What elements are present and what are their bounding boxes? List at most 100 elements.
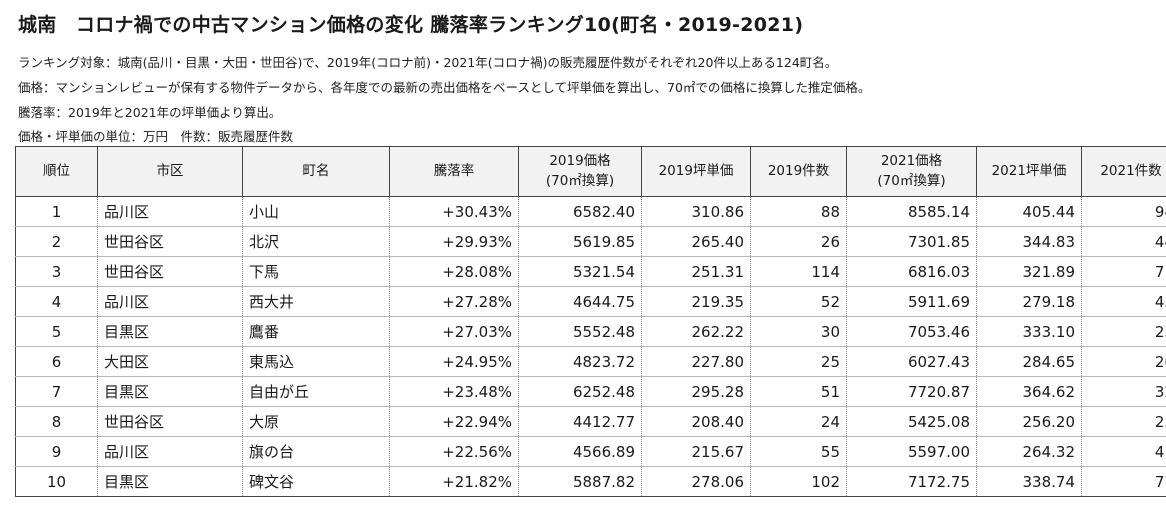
cell-rank: 3 [15, 256, 98, 287]
cell-count-2019: 25 [750, 346, 847, 377]
cell-count-2019: 51 [750, 376, 847, 407]
cell-price-2021: 6816.03 [846, 256, 977, 287]
cell-ward: 目黒区 [97, 466, 243, 497]
cell-count-2021: 71 [1081, 256, 1166, 287]
header-rank: 順位 [15, 146, 98, 197]
cell-change-rate: +22.56% [389, 436, 519, 467]
cell-rank: 7 [15, 376, 98, 407]
note-units: 価格・坪単価の単位：万円 件数：販売履歴件数 [18, 129, 294, 144]
cell-price-2019: 5887.82 [518, 466, 642, 497]
cell-price-2021: 7301.85 [846, 226, 977, 257]
header-count-2019-label: 2019件数 [767, 162, 830, 179]
ranking-table: 順位 市区 町名 騰落率 2019価格 (70㎡換算) 2019坪単価 2019件数 2021価… [15, 146, 1166, 497]
cell-tsubo-price-2019: 251.31 [641, 256, 751, 287]
cell-count-2021: 20 [1081, 346, 1166, 377]
cell-tsubo-price-2021: 405.44 [976, 196, 1082, 227]
cell-rank: 8 [15, 406, 98, 437]
cell-ward: 目黒区 [97, 316, 243, 347]
header-tsubo-price-2019: 2019坪単価 [641, 146, 751, 197]
cell-rank: 5 [15, 316, 98, 347]
cell-tsubo-price-2021: 338.74 [976, 466, 1082, 497]
cell-tsubo-price-2019: 227.80 [641, 346, 751, 377]
cell-change-rate: +27.28% [389, 286, 519, 317]
cell-rank: 2 [15, 226, 98, 257]
header-price-2019: 2019価格 (70㎡換算) [518, 146, 642, 197]
cell-town: 旗の台 [242, 436, 390, 467]
cell-ward: 世田谷区 [97, 256, 243, 287]
cell-count-2021: 94 [1081, 196, 1166, 227]
cell-count-2021: 25 [1081, 316, 1166, 347]
cell-tsubo-price-2019: 219.35 [641, 286, 751, 317]
cell-town: 碑文谷 [242, 466, 390, 497]
cell-price-2021: 6027.43 [846, 346, 977, 377]
cell-count-2021: 77 [1081, 466, 1166, 497]
cell-town: 大原 [242, 406, 390, 437]
cell-change-rate: +28.08% [389, 256, 519, 287]
cell-tsubo-price-2019: 215.67 [641, 436, 751, 467]
cell-tsubo-price-2021: 264.32 [976, 436, 1082, 467]
cell-ward: 世田谷区 [97, 406, 243, 437]
cell-price-2019: 4412.77 [518, 406, 642, 437]
header-ward-label: 市区 [156, 162, 184, 179]
cell-count-2021: 43 [1081, 286, 1166, 317]
header-count-2021: 2021件数 [1081, 146, 1166, 197]
cell-ward: 品川区 [97, 286, 243, 317]
cell-count-2019: 24 [750, 406, 847, 437]
cell-town: 東馬込 [242, 346, 390, 377]
cell-change-rate: +22.94% [389, 406, 519, 437]
cell-price-2019: 6252.48 [518, 376, 642, 407]
cell-change-rate: +27.03% [389, 316, 519, 347]
note-price-definition: 価格：マンションレビューが保有する物件データから、各年度での最新の売出価格をベー… [18, 80, 871, 95]
table-row: 2 世田谷区 北沢 +29.93% 5619.85 265.40 26 7301.85 344.… [15, 226, 1166, 257]
header-price-2021: 2021価格 (70㎡換算) [846, 146, 977, 197]
cell-tsubo-price-2019: 262.22 [641, 316, 751, 347]
cell-price-2021: 5911.69 [846, 286, 977, 317]
header-tsubo-price-2021-label: 2021坪単価 [991, 162, 1067, 179]
cell-price-2019: 5321.54 [518, 256, 642, 287]
cell-town: 下馬 [242, 256, 390, 287]
header-town-label: 町名 [302, 162, 330, 179]
cell-count-2019: 88 [750, 196, 847, 227]
table-header-row: 順位 市区 町名 騰落率 2019価格 (70㎡換算) 2019坪単価 2019件数 2021価… [15, 146, 1166, 197]
header-count-2019: 2019件数 [750, 146, 847, 197]
cell-change-rate: +24.95% [389, 346, 519, 377]
cell-town: 北沢 [242, 226, 390, 257]
cell-change-rate: +30.43% [389, 196, 519, 227]
table-row: 1 品川区 小山 +30.43% 6582.40 310.86 88 8585.14 405.4… [15, 196, 1166, 227]
cell-price-2019: 5552.48 [518, 316, 642, 347]
cell-ward: 目黒区 [97, 376, 243, 407]
cell-change-rate: +29.93% [389, 226, 519, 257]
cell-ward: 大田区 [97, 346, 243, 377]
cell-tsubo-price-2019: 208.40 [641, 406, 751, 437]
cell-rank: 1 [15, 196, 98, 227]
cell-tsubo-price-2021: 364.62 [976, 376, 1082, 407]
header-tsubo-price-2021: 2021坪単価 [976, 146, 1082, 197]
note-change-rate-definition: 騰落率：2019年と2021年の坪単価より算出。 [18, 105, 282, 120]
cell-town: 鷹番 [242, 316, 390, 347]
header-change-rate-label: 騰落率 [433, 162, 475, 179]
cell-tsubo-price-2019: 265.40 [641, 226, 751, 257]
cell-town: 小山 [242, 196, 390, 227]
header-ward: 市区 [97, 146, 243, 197]
cell-price-2019: 4823.72 [518, 346, 642, 377]
cell-town: 自由が丘 [242, 376, 390, 407]
table-row: 10 目黒区 碑文谷 +21.82% 5887.82 278.06 102 7172.75 33… [15, 466, 1166, 497]
table-row: 6 大田区 東馬込 +24.95% 4823.72 227.80 25 6027.43 284.… [15, 346, 1166, 377]
header-price-2021-label: 2021価格 [880, 152, 943, 169]
cell-count-2019: 102 [750, 466, 847, 497]
cell-tsubo-price-2021: 284.65 [976, 346, 1082, 377]
cell-count-2019: 26 [750, 226, 847, 257]
table-row: 3 世田谷区 下馬 +28.08% 5321.54 251.31 114 6816.03 321… [15, 256, 1166, 287]
cell-ward: 品川区 [97, 196, 243, 227]
header-change-rate: 騰落率 [389, 146, 519, 197]
cell-tsubo-price-2021: 344.83 [976, 226, 1082, 257]
cell-tsubo-price-2019: 295.28 [641, 376, 751, 407]
cell-tsubo-price-2021: 333.10 [976, 316, 1082, 347]
table-row: 9 品川区 旗の台 +22.56% 4566.89 215.67 55 5597.00 264.… [15, 436, 1166, 467]
header-town: 町名 [242, 146, 390, 197]
table-body: 1 品川区 小山 +30.43% 6582.40 310.86 88 8585.14 405.4… [15, 196, 1166, 497]
cell-count-2021: 23 [1081, 406, 1166, 437]
cell-tsubo-price-2019: 278.06 [641, 466, 751, 497]
cell-price-2021: 7172.75 [846, 466, 977, 497]
cell-count-2021: 44 [1081, 226, 1166, 257]
